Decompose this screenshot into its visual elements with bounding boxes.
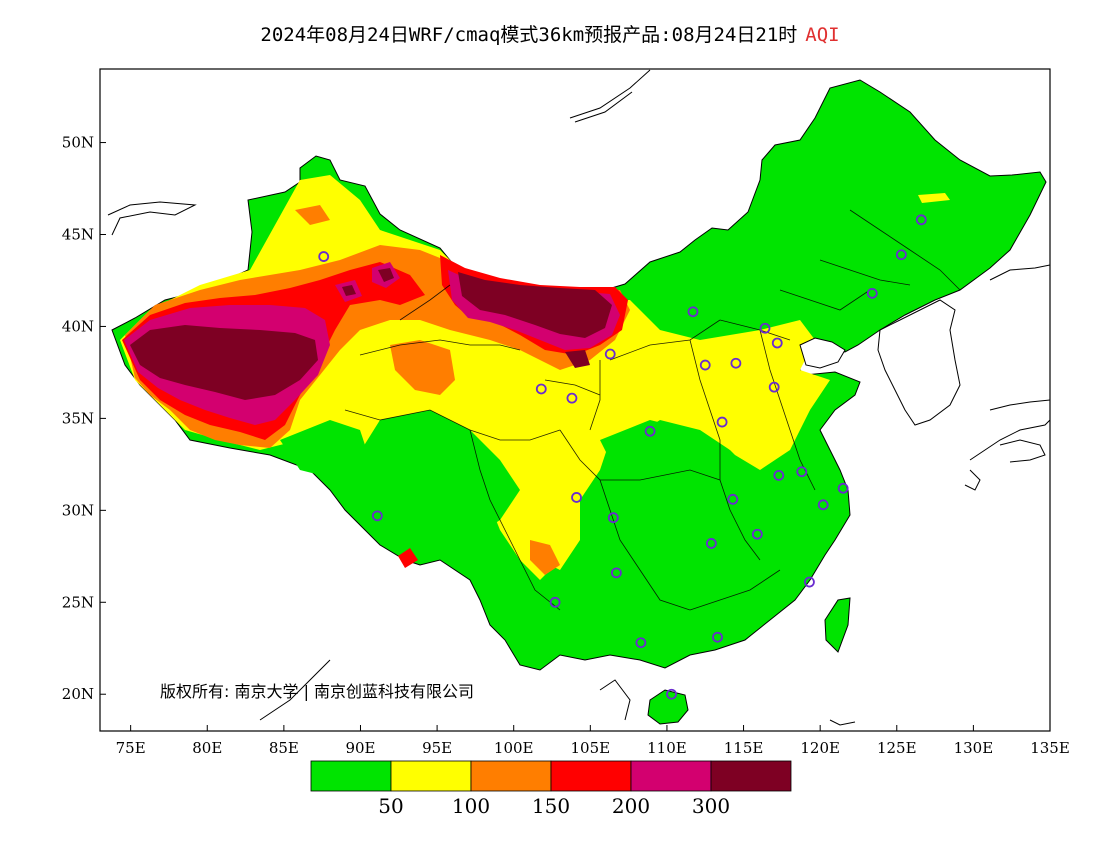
lon-tick-label: 110E [647, 739, 687, 757]
lat-tick-label: 20N [62, 685, 94, 703]
lon-tick-label: 80E [192, 739, 222, 757]
copyright-text: 版权所有: 南京大学 | 南京创蓝科技有限公司 [160, 682, 474, 701]
city-marker [773, 469, 785, 481]
lon-tick-label: 115E [724, 739, 764, 757]
lat-tick-label: 50N [62, 134, 94, 152]
lat-tick-label: 30N [62, 501, 94, 519]
city-marker [607, 512, 619, 524]
lon-tick-label: 105E [571, 739, 611, 757]
city-marker [687, 306, 699, 318]
city-marker [712, 631, 723, 643]
region-aqi-300-plus-spot1 [378, 268, 394, 282]
city-marker [371, 510, 383, 522]
longitude-axis: 75E 80E 85E 90E 95E 100E 105E 110E 115E 120E 125E 1… [116, 725, 1070, 757]
region-aqi-0-50-xinjiang-south [280, 420, 370, 480]
region-aqi-100-150-qinghai [390, 340, 455, 395]
legend-label: 100 [452, 794, 490, 818]
variable-label: AQI [805, 24, 840, 46]
plot-area: 版权所有: 南京大学 | 南京创蓝科技有限公司 [100, 69, 1050, 731]
city-marker [535, 383, 547, 395]
lat-tick-label: 35N [62, 409, 94, 427]
city-marker [635, 637, 647, 649]
city-marker [866, 287, 878, 299]
city-marker [730, 357, 742, 369]
city-marker [716, 416, 728, 428]
city-marker [318, 251, 330, 262]
region-aqi-100-150-yunnan [530, 540, 560, 575]
city-marker [768, 381, 780, 393]
province-boundaries [344, 209, 961, 611]
map-title: 2024年08月24日WRF/cmaq模式36km预报产品:08月24日21时 A… [0, 20, 1100, 47]
title-text: 2024年08月24日WRF/cmaq模式36km预报产品:08月24日21时 [260, 24, 798, 46]
legend-label: 200 [612, 794, 650, 818]
latitude-axis: 50N 45N 40N 35N 30N 25N 20N [62, 134, 106, 703]
city-marker [644, 425, 656, 437]
lat-tick-label: 25N [62, 593, 94, 611]
region-aqi-300-plus-tarim [130, 325, 318, 400]
city-marker [796, 466, 808, 478]
legend-swatch [310, 760, 392, 792]
lat-tick-label: 40N [62, 317, 94, 335]
city-marker [837, 482, 849, 494]
city-marker [804, 576, 815, 588]
legend-swatch [710, 760, 792, 792]
region-aqi-300-plus-spot2 [342, 285, 356, 296]
city-marker [699, 359, 711, 371]
city-marker [571, 492, 582, 503]
lon-tick-label: 100E [494, 739, 534, 757]
legend-swatch [390, 760, 472, 792]
region-aqi-0-50-sichuan [355, 410, 520, 540]
lon-tick-label: 135E [1030, 739, 1070, 757]
city-marker [895, 249, 907, 261]
lon-tick-label: 75E [116, 739, 146, 757]
region-aqi-50-100-east [690, 360, 810, 470]
lon-tick-label: 120E [800, 739, 840, 757]
region-aqi-50-100-ne [918, 193, 950, 203]
city-marker [610, 567, 622, 579]
city-marker [705, 538, 717, 549]
city-marker [549, 596, 561, 608]
lat-tick-label: 45N [62, 226, 94, 244]
region-aqi-300-plus-badain [458, 272, 612, 338]
city-marker [666, 688, 677, 700]
lon-tick-label: 90E [345, 739, 375, 757]
lon-tick-label: 130E [954, 739, 994, 757]
legend-label: 300 [692, 794, 730, 818]
city-marker [817, 499, 829, 511]
lon-tick-label: 85E [269, 739, 299, 757]
city-marker [751, 528, 763, 540]
legend-label: 150 [532, 794, 570, 818]
city-marker [604, 348, 616, 360]
plot-frame [99, 68, 1051, 732]
region-aqi-300-plus-ningxia [565, 350, 590, 368]
legend-swatch [550, 760, 632, 792]
region-aqi-100-150-north-xj [295, 205, 330, 225]
city-marker [759, 322, 771, 334]
bohai-bay [799, 337, 846, 369]
region-taiwan [824, 597, 851, 653]
region-aqi-150-200-tibet [398, 548, 418, 568]
city-marker [727, 493, 739, 505]
city-marker [566, 392, 578, 404]
city-marker [915, 214, 927, 226]
legend-swatch [630, 760, 712, 792]
city-marker [771, 337, 783, 349]
lon-tick-label: 95E [422, 739, 452, 757]
aqi-legend: 50 100 150 200 300 [310, 760, 792, 818]
city-markers [318, 214, 927, 700]
neighbor-coastlines [107, 69, 1050, 726]
legend-label: 50 [378, 794, 403, 818]
lon-tick-label: 125E [877, 739, 917, 757]
legend-swatch [470, 760, 552, 792]
